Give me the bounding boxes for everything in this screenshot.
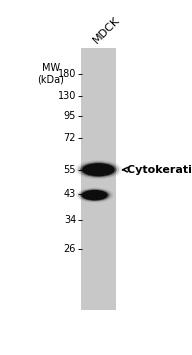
Text: 43: 43 (64, 189, 76, 199)
Text: 26: 26 (64, 244, 76, 254)
Ellipse shape (82, 190, 108, 200)
Ellipse shape (78, 189, 111, 202)
Text: 34: 34 (64, 215, 76, 225)
Ellipse shape (77, 161, 119, 178)
Text: 72: 72 (64, 133, 76, 143)
Text: MW
(kDa): MW (kDa) (37, 63, 64, 85)
Text: 130: 130 (58, 91, 76, 101)
Ellipse shape (80, 189, 109, 201)
Bar (81, 48, 116, 311)
Ellipse shape (76, 187, 113, 203)
Ellipse shape (75, 160, 122, 179)
Text: 95: 95 (64, 111, 76, 121)
Ellipse shape (80, 162, 117, 177)
Ellipse shape (82, 163, 115, 176)
Text: MDCK: MDCK (91, 15, 122, 45)
Text: Cytokeratin 14: Cytokeratin 14 (127, 165, 192, 175)
Text: 55: 55 (64, 165, 76, 175)
Text: 180: 180 (58, 69, 76, 79)
